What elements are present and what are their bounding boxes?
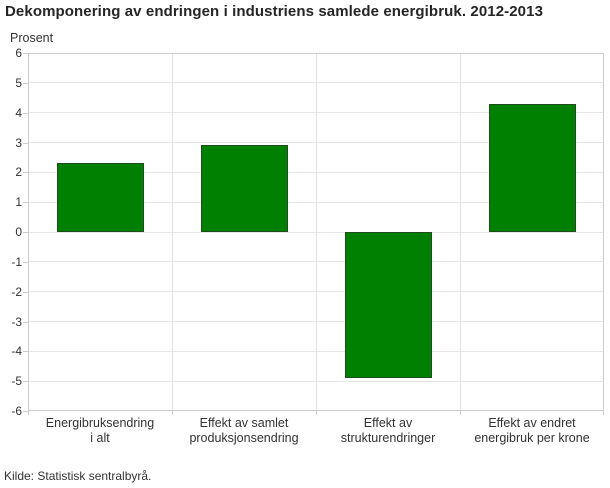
x-gridline — [171, 53, 173, 411]
y-tick-mark — [23, 291, 28, 293]
x-tick-mark — [172, 411, 173, 415]
x-tick-mark — [460, 411, 461, 415]
x-gridline — [459, 53, 461, 411]
x-tick-mark — [316, 411, 317, 415]
y-tick-mark — [23, 172, 28, 174]
y-tick-label: 1 — [15, 195, 22, 210]
plot-area — [28, 53, 604, 411]
x-axis-label: Effekt av strukturendringer — [340, 416, 436, 445]
chart-title: Dekomponering av endringen i industriens… — [5, 3, 544, 20]
y-tick-mark — [23, 82, 28, 84]
y-tick-label: -5 — [11, 374, 22, 389]
y-tick-label: 2 — [15, 165, 22, 180]
y-tick-label: -1 — [11, 254, 22, 269]
y-axis-caption: Prosent — [10, 31, 54, 45]
bar — [344, 232, 432, 379]
x-axis-labels: Energibruksendring i alt Effekt av samlet… — [28, 416, 604, 445]
y-tick-label: 3 — [15, 135, 22, 150]
y-tick-mark — [23, 232, 28, 233]
y-tick-label: 0 — [15, 225, 22, 239]
x-axis-label: Effekt av endret energibruk per krone — [474, 416, 590, 445]
x-axis-label: Energibruksendring i alt — [45, 416, 155, 445]
x-tick-mark — [28, 411, 29, 415]
y-tick-label: -4 — [11, 344, 22, 359]
bar — [200, 145, 288, 232]
y-tick-mark — [23, 53, 28, 54]
x-tick-mark — [603, 411, 604, 415]
x-gridline — [315, 53, 317, 411]
y-tick-label: 6 — [15, 46, 22, 60]
y-tick-label: -3 — [11, 314, 22, 329]
y-tick-mark — [23, 202, 28, 204]
x-axis-label: Effekt av samlet produksjonsendring — [189, 416, 299, 445]
y-tick-mark — [23, 351, 28, 353]
bar — [488, 103, 576, 232]
y-tick-label: -6 — [11, 404, 22, 418]
y-tick-mark — [23, 321, 28, 323]
y-tick-mark — [23, 112, 28, 114]
y-tick-label: -2 — [11, 284, 22, 299]
y-tick-mark — [23, 142, 28, 144]
bar — [56, 163, 144, 232]
y-tick-label: 4 — [15, 105, 22, 120]
y-tick-mark — [23, 411, 28, 412]
y-tick-mark — [23, 261, 28, 263]
y-tick-mark — [23, 381, 28, 383]
source-note: Kilde: Statistisk sentralbyrå. — [4, 469, 152, 483]
y-tick-label: 5 — [15, 75, 22, 90]
